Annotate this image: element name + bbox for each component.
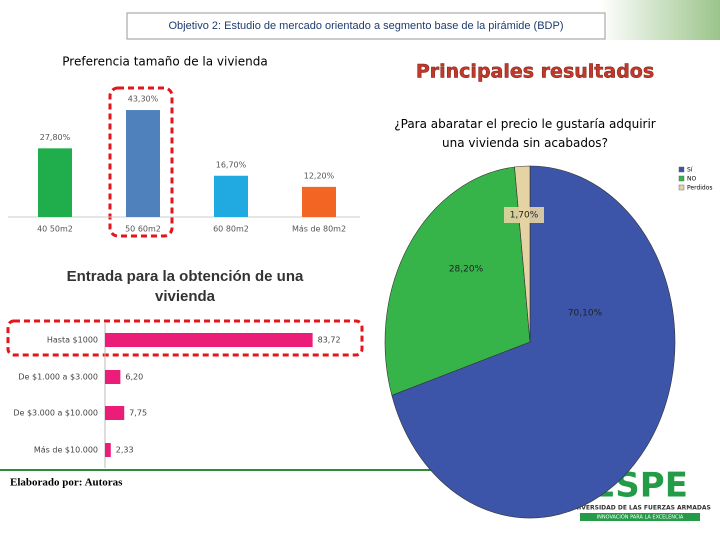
header-box: [126, 12, 606, 40]
chart-title: Preferencia tamaño de la vivienda: [62, 55, 267, 69]
value-label: 2,33: [116, 446, 134, 455]
x-tick-label: 40 50m2: [37, 225, 73, 234]
bar: [105, 370, 121, 384]
x-tick-label: 50 60m2: [125, 225, 161, 234]
value-label: 70,10%: [568, 309, 603, 319]
x-tick-label: Más de 80m2: [292, 225, 346, 234]
y-tick-label: Hasta $1000: [47, 336, 98, 345]
legend-swatch: [678, 184, 685, 191]
bar: [214, 175, 248, 217]
value-label: 1,70%: [510, 211, 539, 221]
x-tick-label: 60 80m2: [213, 225, 249, 234]
value-label: 83,72: [318, 336, 341, 345]
value-label: 27,80%: [40, 133, 71, 142]
y-tick-label: De $3.000 a $10.000: [13, 409, 98, 418]
bar: [38, 148, 72, 217]
legend-label: Perdidos: [687, 185, 713, 192]
pie-slice: [384, 166, 531, 396]
legend-label: Sí: [687, 167, 693, 174]
bar: [126, 110, 160, 217]
value-label: 6,20: [125, 373, 143, 382]
value-label: 28,20%: [449, 265, 484, 275]
bar: [302, 186, 336, 217]
value-label-box: [446, 261, 486, 277]
bar: [105, 333, 313, 347]
chart-title: Entrada para la obtención de una vivienda: [67, 268, 304, 305]
logo-subtitle: UNIVERSIDAD DE LAS FUERZAS ARMADAS: [569, 505, 711, 512]
logo-motto: INNOVACIÓN PARA LA EXCELENCIA: [597, 514, 684, 521]
value-label: 7,75: [129, 409, 147, 418]
legend-label: NO: [687, 176, 696, 183]
heading: Principales resultados: [416, 61, 654, 83]
bar: [105, 406, 125, 420]
logo-band: [580, 513, 700, 521]
corner-decoration: [600, 0, 720, 40]
chart-title: ¿Para abaratar el precio le gustaría adq…: [394, 117, 656, 150]
footer-credit: Elaborado por: Autoras: [10, 477, 123, 489]
bar: [105, 443, 111, 457]
pie-slice: [391, 165, 676, 519]
y-tick-label: Más de $10.000: [34, 446, 98, 455]
header-title: Objetivo 2: Estudio de mercado orientado…: [169, 20, 564, 32]
value-label-box: [504, 207, 544, 223]
value-label-box: [565, 305, 605, 321]
value-label: 16,70%: [216, 160, 247, 169]
value-label: 43,30%: [128, 95, 159, 104]
highlight: [6, 319, 364, 357]
highlight: [108, 86, 174, 238]
legend-swatch: [678, 175, 685, 182]
legend-swatch: [678, 166, 685, 173]
y-tick-label: De $1.000 a $3.000: [18, 373, 98, 382]
value-label: 12,20%: [304, 171, 335, 180]
